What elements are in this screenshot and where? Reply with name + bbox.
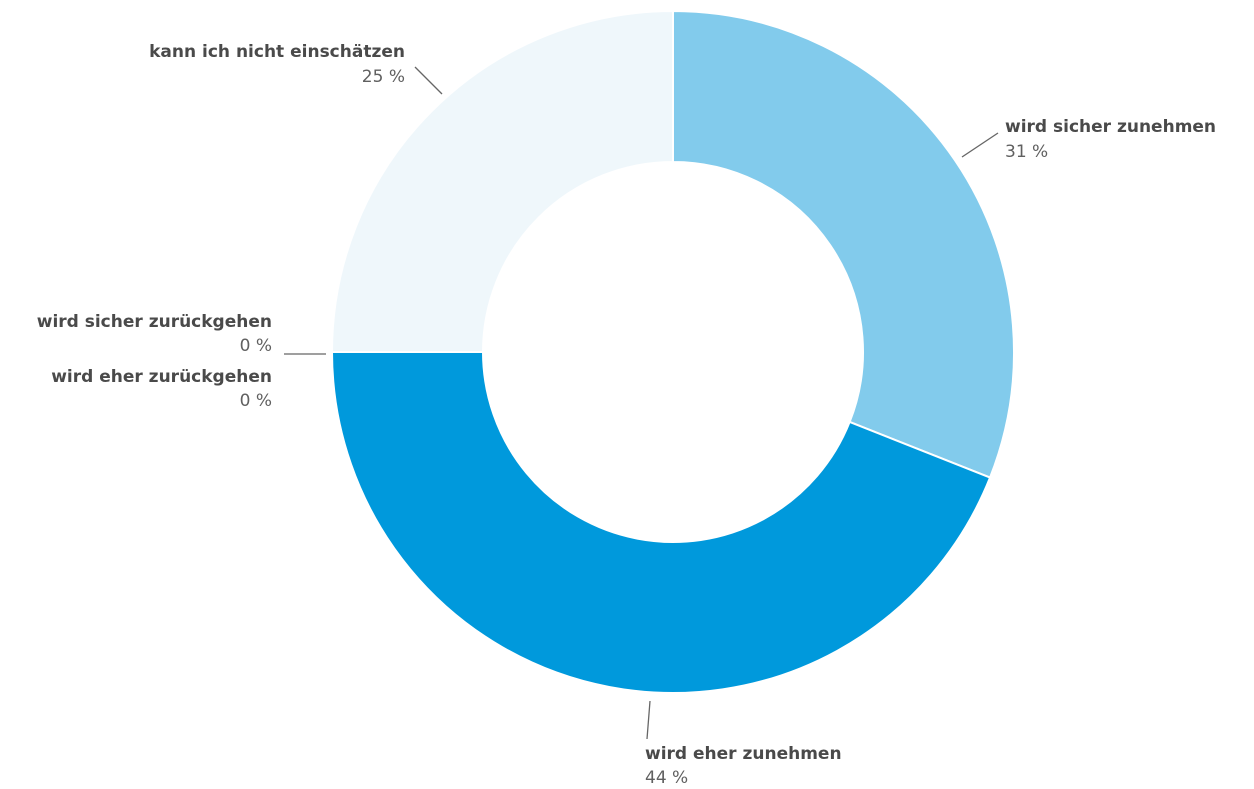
slice-label-wird-sicher-zurueckgehen: wird sicher zurückgehen: [37, 312, 272, 332]
slice-label-wird-eher-zurueckgehen: wird eher zurückgehen: [51, 367, 272, 387]
donut-slice-wird-eher-zunehmen: [330, 351, 992, 694]
slice-value-wird-sicher-zunehmen: 31 %: [1005, 142, 1048, 162]
slice-value-wird-eher-zunehmen: 44 %: [645, 768, 688, 788]
donut-slice-wird-sicher-zunehmen: [672, 9, 1015, 479]
donut-slice-kann-ich-nicht-einsch-tzen: [330, 9, 674, 353]
leader-line-wird-eher-zunehmen: [646, 700, 651, 740]
donut-labels: wird sicher zunehmen 31 % wird eher zune…: [37, 42, 1216, 788]
leader-line-wird-sicher-zunehmen: [961, 132, 999, 158]
slice-label-wird-sicher-zunehmen: wird sicher zunehmen: [1005, 117, 1216, 137]
slice-value-wird-sicher-zurueckgehen: 0 %: [240, 336, 272, 356]
donut-slices: [330, 9, 1015, 694]
slice-label-wird-eher-zunehmen: wird eher zunehmen: [645, 744, 842, 764]
slice-value-kann-ich-nicht-einschaetzen: 25 %: [362, 67, 405, 87]
slice-label-kann-ich-nicht-einschaetzen: kann ich nicht einschätzen: [149, 42, 405, 62]
slice-value-wird-eher-zurueckgehen: 0 %: [240, 391, 272, 411]
leader-line-kann-ich-nicht-einschaetzen: [414, 66, 443, 95]
